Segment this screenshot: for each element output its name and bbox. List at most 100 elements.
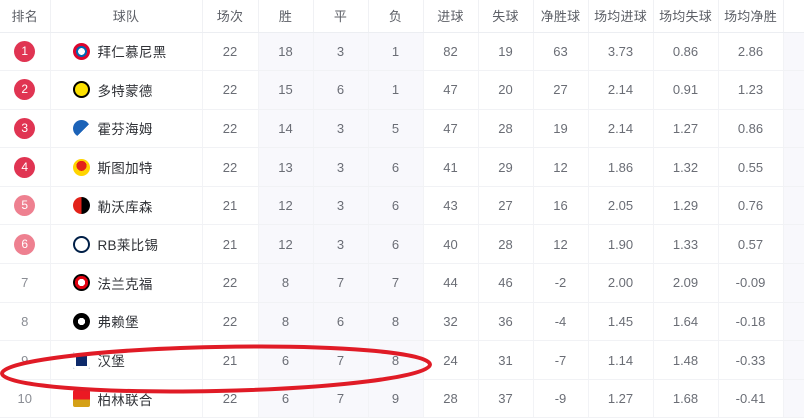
team-name: 法兰克福 — [97, 276, 153, 292]
cell-gd: -2 — [533, 263, 589, 303]
column-header-rank[interactable]: 排名 — [0, 0, 51, 33]
stuttgart-crest — [72, 158, 90, 176]
column-header-win[interactable]: 胜 — [258, 0, 314, 33]
rank-cell: 9 — [0, 340, 51, 380]
cell-played: 21 — [202, 224, 259, 265]
cell-loss: 6 — [368, 147, 424, 187]
cell-ga: 19 — [478, 32, 534, 72]
team-name: 汉堡 — [97, 354, 126, 370]
cell-gapg: 1.29 — [653, 186, 719, 226]
team-cell[interactable]: 勒沃库森 — [50, 186, 203, 226]
cell-gd: 12 — [533, 224, 589, 265]
cell-gapg: 1.48 — [653, 340, 719, 380]
cell-win: 12 — [258, 186, 314, 226]
cell-gfpg: 1.27 — [588, 379, 654, 418]
column-header-gfpg[interactable]: 场均进球 — [588, 0, 654, 33]
team-entry[interactable]: RB莱比锡 — [51, 234, 202, 254]
column-header-team[interactable]: 球队 — [50, 0, 203, 33]
column-header-gdpg[interactable]: 场均净胜 — [718, 0, 784, 33]
cell-win: 8 — [258, 302, 314, 342]
cell-win: 8 — [258, 263, 314, 303]
cell-gdpg: 2.86 — [718, 32, 784, 72]
column-header-points[interactable]: 积分 — [783, 0, 804, 33]
cell-played: 22 — [202, 32, 259, 72]
team-entry[interactable]: 柏林联合 — [51, 389, 202, 409]
team-entry[interactable]: 勒沃库森 — [51, 196, 202, 216]
frankfurt-crest — [72, 274, 90, 292]
team-entry[interactable]: 多特蒙德 — [51, 80, 202, 100]
column-header-played[interactable]: 场次 — [202, 0, 259, 33]
cell-gapg: 1.68 — [653, 379, 719, 418]
cell-ga: 31 — [478, 340, 534, 380]
team-cell[interactable]: 霍芬海姆 — [50, 109, 203, 149]
team-cell[interactable]: 法兰克福 — [50, 263, 203, 303]
team-entry[interactable]: 斯图加特 — [51, 157, 202, 177]
cell-gapg: 1.64 — [653, 302, 719, 342]
team-cell[interactable]: RB莱比锡 — [50, 224, 203, 265]
cell-played: 22 — [202, 379, 259, 418]
team-entry[interactable]: 拜仁慕尼黑 — [51, 41, 202, 61]
cell-draw: 3 — [313, 147, 369, 187]
team-cell[interactable]: 柏林联合 — [50, 379, 203, 418]
team-cell[interactable]: 斯图加特 — [50, 147, 203, 187]
hamburg-crest — [72, 351, 90, 369]
cell-gf: 82 — [423, 32, 479, 72]
cell-points: 57 — [783, 32, 804, 72]
column-header-gd[interactable]: 净胜球 — [533, 0, 589, 33]
cell-loss: 8 — [368, 302, 424, 342]
cell-draw: 7 — [313, 340, 369, 380]
cell-ga: 27 — [478, 186, 534, 226]
team-cell[interactable]: 汉堡 — [50, 340, 203, 380]
rank-badge: 2 — [14, 79, 36, 101]
team-name: 弗赖堡 — [97, 315, 139, 331]
cell-draw: 6 — [313, 70, 369, 110]
cell-draw: 7 — [313, 379, 369, 418]
cell-gdpg: 0.57 — [718, 224, 784, 265]
team-entry[interactable]: 汉堡 — [51, 350, 202, 370]
team-cell[interactable]: 多特蒙德 — [50, 70, 203, 110]
cell-ga: 28 — [478, 109, 534, 149]
team-entry[interactable]: 法兰克福 — [51, 273, 202, 293]
cell-draw: 3 — [313, 109, 369, 149]
rank-cell: 1 — [0, 32, 51, 72]
header-row: 排名球队场次胜平负进球失球净胜球场均进球场均失球场均净胜积分 — [0, 0, 804, 33]
cell-draw: 3 — [313, 186, 369, 226]
team-cell[interactable]: 弗赖堡 — [50, 302, 203, 342]
cell-points: 25 — [783, 379, 804, 418]
cell-draw: 3 — [313, 32, 369, 72]
cell-points: 39 — [783, 186, 804, 226]
cell-played: 22 — [202, 263, 259, 303]
cell-played: 21 — [202, 186, 259, 226]
cell-gfpg: 1.86 — [588, 147, 654, 187]
cell-win: 14 — [258, 109, 314, 149]
column-header-gf[interactable]: 进球 — [423, 0, 479, 33]
cell-points: 25 — [783, 340, 804, 380]
cell-win: 6 — [258, 340, 314, 380]
cell-points: 42 — [783, 147, 804, 187]
column-header-ga[interactable]: 失球 — [478, 0, 534, 33]
rank-badge: 4 — [14, 156, 36, 178]
cell-gd: -4 — [533, 302, 589, 342]
column-header-loss[interactable]: 负 — [368, 0, 424, 33]
cell-loss: 1 — [368, 70, 424, 110]
column-header-gapg[interactable]: 场均失球 — [653, 0, 719, 33]
cell-win: 13 — [258, 147, 314, 187]
cell-gdpg: -0.41 — [718, 379, 784, 418]
team-entry[interactable]: 霍芬海姆 — [51, 118, 202, 138]
column-header-draw[interactable]: 平 — [313, 0, 369, 33]
team-cell[interactable]: 拜仁慕尼黑 — [50, 32, 203, 72]
team-entry[interactable]: 弗赖堡 — [51, 311, 202, 331]
cell-gfpg: 1.45 — [588, 302, 654, 342]
cell-loss: 8 — [368, 340, 424, 380]
